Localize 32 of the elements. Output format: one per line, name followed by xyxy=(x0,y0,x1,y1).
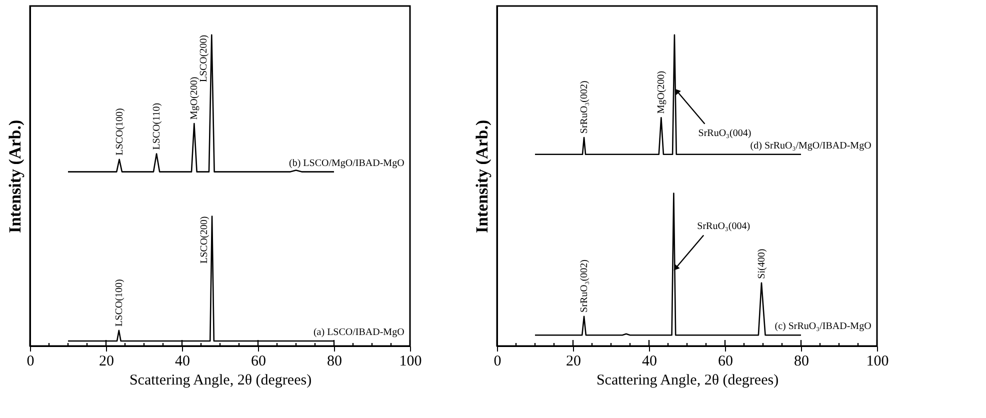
annotation: SrRuO₃(004) xyxy=(697,221,750,232)
x-tick-label: 60 xyxy=(251,354,266,370)
x-tick-label: 80 xyxy=(794,354,809,370)
x-tick-label: 20 xyxy=(99,354,114,370)
annotation: LSCO(100) xyxy=(114,279,125,326)
series-label: (a) LSCO/IBAD-MgO xyxy=(313,327,404,338)
annotation: LSCO(200) xyxy=(199,216,210,264)
annotation: LSCO(200) xyxy=(198,34,210,82)
annotation: SrRuO₃(004) xyxy=(698,128,752,139)
x-tick-label: 100 xyxy=(866,354,889,370)
x-tick-label: 80 xyxy=(327,354,342,370)
annotation: MgO(200) xyxy=(189,76,200,120)
x-tick-label: 0 xyxy=(494,354,502,370)
y-axis-title: Intensity (Arb.) xyxy=(6,120,24,234)
series-label: (b) LSCO/MgO/IBAD-MgO xyxy=(289,158,404,169)
annotation: SrRuO₃(002) xyxy=(579,260,590,312)
x-axis-title: Scattering Angle, 2θ (degrees) xyxy=(596,372,779,388)
x-tick-label: 100 xyxy=(399,354,422,370)
annotation: MgO(200) xyxy=(656,70,668,114)
x-axis-title: Scattering Angle, 2θ (degrees) xyxy=(129,372,312,388)
annotation: LSCO(110) xyxy=(152,102,163,150)
y-axis-title: Intensity (Arb.) xyxy=(472,120,492,234)
series-label: (c) SrRuO₃/IBAD-MgO xyxy=(774,321,872,332)
x-tick-label: 40 xyxy=(642,354,657,370)
x-tick-label: 60 xyxy=(718,354,733,370)
x-tick-label: 20 xyxy=(566,354,581,370)
annotation: SrRuO₃(002) xyxy=(579,80,590,134)
annotation: Si(400) xyxy=(756,248,768,279)
annotation: LSCO(100) xyxy=(114,108,126,156)
x-tick-label: 40 xyxy=(175,354,190,370)
x-tick-label: 0 xyxy=(26,354,34,370)
series-label: (d) SrRuO₃/MgO/IBAD-MgO xyxy=(750,140,872,152)
